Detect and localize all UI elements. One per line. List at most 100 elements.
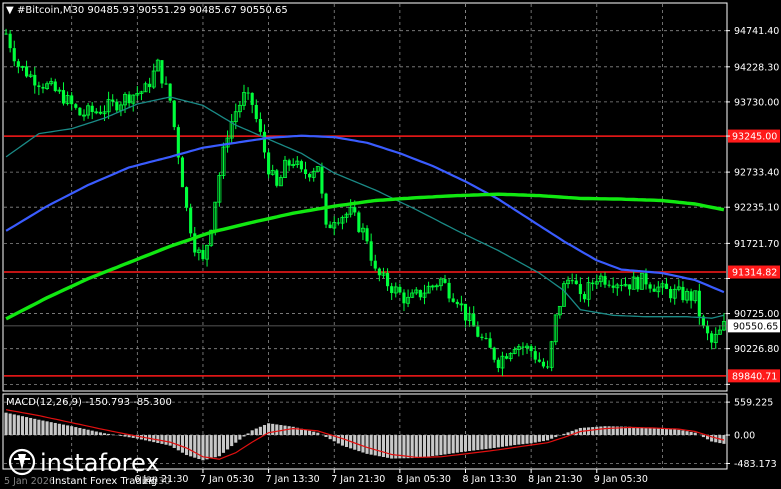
macd-histogram-bar	[517, 435, 521, 445]
candle-body	[4, 33, 8, 35]
macd-histogram-bar	[365, 435, 369, 454]
candle-body	[516, 346, 521, 350]
macd-histogram-bar	[344, 435, 349, 448]
candle-body	[508, 353, 513, 360]
candle-body	[360, 227, 365, 233]
macd-histogram-bar	[29, 417, 33, 436]
macd-indicator: MACD(12,26,9) -150.793 -85.300 559.225 0.0…	[4, 397, 777, 470]
macd-histogram-bar	[521, 435, 525, 445]
macd-histogram-bar	[328, 435, 332, 440]
macd-histogram-bar	[168, 435, 172, 446]
chart-title: #Bitcoin,M30 90485.93 90551.29 90485.67 …	[17, 5, 288, 16]
candle-body	[28, 74, 33, 77]
candle-body	[463, 303, 468, 321]
candle-body	[332, 222, 337, 229]
macd-histogram-bar	[336, 435, 340, 444]
macd-histogram-bar	[94, 431, 98, 436]
macd-histogram-bar	[303, 429, 308, 436]
macd-histogram-bar	[566, 432, 570, 436]
candle-body	[135, 93, 140, 96]
candle-body	[619, 284, 623, 286]
candle-body	[390, 286, 394, 293]
candle-body	[33, 74, 37, 86]
candle-body	[353, 207, 357, 213]
candle-body	[406, 296, 411, 304]
macd-histogram-bar	[488, 435, 492, 449]
macd-histogram-bar	[504, 435, 509, 447]
horizontal-levels[interactable]: 93245.00 91314.82 89840.71	[4, 129, 780, 383]
macd-histogram-bar	[308, 430, 312, 436]
macd-histogram-bar	[250, 430, 254, 436]
candle-body	[414, 289, 419, 294]
candle-body	[512, 349, 517, 354]
macd-histogram-bar	[66, 425, 70, 436]
candle-body	[410, 292, 415, 298]
macd-histogram-bar	[451, 435, 455, 454]
candle-body	[545, 366, 550, 368]
candle-body	[591, 282, 595, 285]
macd-histogram-bar	[463, 435, 468, 452]
price-tick-label: 91721.70	[734, 239, 779, 250]
macd-histogram-bar	[689, 431, 693, 436]
candle-body	[205, 244, 210, 260]
candle-body	[65, 95, 70, 104]
macd-histogram-bar	[324, 435, 328, 437]
candle-body	[308, 173, 312, 178]
candle-body	[287, 160, 291, 166]
macd-histogram-bar	[332, 435, 336, 442]
candle-body	[553, 314, 558, 343]
macd-histogram-bar	[402, 435, 406, 459]
price-axis: 94741.40 94228.30 93730.00 92733.40 92235.10…	[4, 26, 780, 385]
price-pane-frame	[2, 2, 728, 392]
macd-histogram-bar	[439, 435, 443, 456]
macd-histogram-bar	[619, 426, 623, 436]
macd-histogram-bar	[340, 435, 344, 446]
macd-histogram-bar	[681, 430, 685, 436]
menu-triangle-icon[interactable]: ▼	[6, 5, 14, 16]
candle-body	[365, 228, 369, 242]
macd-histogram-bar	[455, 435, 459, 453]
macd-histogram-bar	[435, 435, 439, 456]
candle-body	[262, 131, 267, 153]
time-tick-label: 8 Jan 05:30	[397, 474, 451, 485]
candle-body	[98, 111, 102, 114]
candle-body	[611, 285, 615, 288]
candle-body	[106, 99, 111, 113]
macd-histogram-bar	[554, 435, 558, 438]
candle-body	[357, 212, 361, 232]
candle-body	[689, 291, 693, 301]
macd-title: MACD(12,26,9) -150.793 -85.300	[6, 397, 172, 408]
price-tick-label: 93730.00	[734, 97, 779, 108]
candle-body	[631, 276, 636, 290]
current-price-label: 90550.65	[733, 321, 778, 332]
macd-histogram-bar	[123, 435, 127, 437]
candle-body	[340, 216, 345, 224]
macd-histogram-bar	[213, 435, 217, 458]
macd-histogram-bar	[242, 435, 246, 437]
candle-body	[639, 272, 644, 290]
macd-histogram-bar	[316, 432, 320, 436]
candle-body	[151, 70, 156, 88]
macd-histogram-bar	[669, 429, 673, 436]
macd-histogram-bar	[390, 435, 394, 459]
candle-body	[74, 104, 78, 108]
candle-body	[160, 60, 164, 84]
macd-histogram-bar	[492, 435, 496, 448]
candle-body	[131, 94, 136, 104]
macd-histogram-bar	[591, 427, 595, 436]
candle-body	[377, 268, 381, 276]
time-tick-label: 7 Jan 21:30	[331, 474, 385, 485]
macd-histogram-bar	[160, 435, 164, 444]
candle-body	[303, 169, 308, 174]
candle-body	[94, 111, 99, 114]
candle-body	[127, 94, 131, 104]
candle-body	[291, 164, 296, 167]
macd-histogram-bar	[570, 430, 574, 436]
candle-body	[172, 100, 176, 128]
macd-histogram-bar	[398, 435, 402, 459]
watermark-tagline: Instant Forex Trading	[52, 476, 157, 487]
macd-histogram-bar	[61, 424, 66, 436]
candle-body	[701, 316, 705, 326]
